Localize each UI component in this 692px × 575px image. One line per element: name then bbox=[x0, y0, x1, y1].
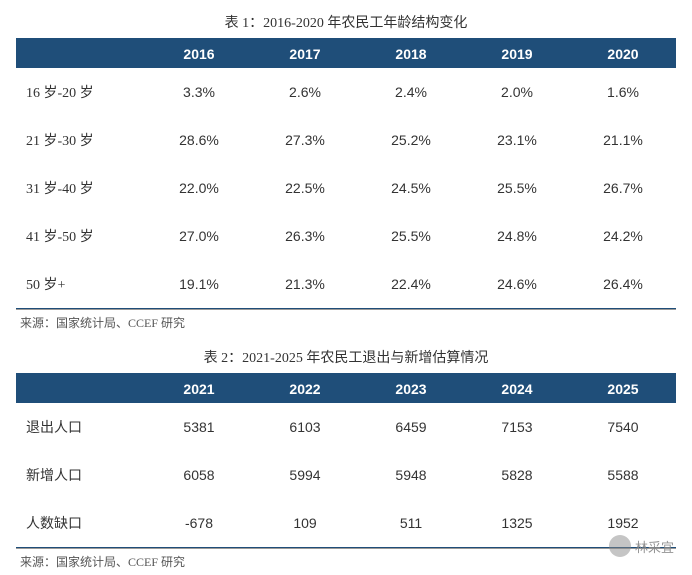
cell: 27.0% bbox=[146, 212, 252, 260]
watermark: 林采宜 bbox=[609, 535, 674, 557]
cell: 2.0% bbox=[464, 68, 570, 116]
watermark-text: 林采宜 bbox=[635, 537, 674, 556]
table-row: 新增人口 6058 5994 5948 5828 5588 bbox=[16, 451, 676, 499]
table-row: 人数缺口 -678 109 511 1325 1952 bbox=[16, 499, 676, 548]
table-1-caption: 表 1：2016-2020 年农民工年龄结构变化 bbox=[16, 8, 676, 38]
cell: 5588 bbox=[570, 451, 676, 499]
cell: -678 bbox=[146, 499, 252, 548]
table-row: 31 岁-40 岁 22.0% 22.5% 24.5% 25.5% 26.7% bbox=[16, 164, 676, 212]
table-2-col-1: 2021 bbox=[146, 374, 252, 403]
table-2-body: 退出人口 5381 6103 6459 7153 7540 新增人口 6058 … bbox=[16, 403, 676, 548]
table-1-col-3: 2018 bbox=[358, 39, 464, 68]
table-1-source: 来源：国家统计局、CCEF 研究 bbox=[16, 309, 676, 331]
cell: 6103 bbox=[252, 403, 358, 451]
table-1-head: 2016 2017 2018 2019 2020 bbox=[16, 39, 676, 68]
row-label: 人数缺口 bbox=[16, 499, 146, 548]
row-label: 21 岁-30 岁 bbox=[16, 116, 146, 164]
table-row: 21 岁-30 岁 28.6% 27.3% 25.2% 23.1% 21.1% bbox=[16, 116, 676, 164]
row-label: 16 岁-20 岁 bbox=[16, 68, 146, 116]
row-label: 41 岁-50 岁 bbox=[16, 212, 146, 260]
table-2: 2021 2022 2023 2024 2025 退出人口 5381 6103 … bbox=[16, 373, 676, 549]
cell: 5381 bbox=[146, 403, 252, 451]
cell: 22.5% bbox=[252, 164, 358, 212]
cell: 24.6% bbox=[464, 260, 570, 309]
cell: 26.4% bbox=[570, 260, 676, 309]
row-label: 新增人口 bbox=[16, 451, 146, 499]
cell: 511 bbox=[358, 499, 464, 548]
row-label: 退出人口 bbox=[16, 403, 146, 451]
cell: 6058 bbox=[146, 451, 252, 499]
cell: 2.6% bbox=[252, 68, 358, 116]
cell: 22.4% bbox=[358, 260, 464, 309]
cell: 23.1% bbox=[464, 116, 570, 164]
cell: 26.3% bbox=[252, 212, 358, 260]
cell: 27.3% bbox=[252, 116, 358, 164]
table-2-col-3: 2023 bbox=[358, 374, 464, 403]
table-2-source: 来源：国家统计局、CCEF 研究 bbox=[16, 548, 676, 570]
table-1-body: 16 岁-20 岁 3.3% 2.6% 2.4% 2.0% 1.6% 21 岁-… bbox=[16, 68, 676, 309]
table-1-col-5: 2020 bbox=[570, 39, 676, 68]
table-1-col-4: 2019 bbox=[464, 39, 570, 68]
cell: 25.5% bbox=[464, 164, 570, 212]
cell: 21.1% bbox=[570, 116, 676, 164]
table-2-caption: 表 2：2021-2025 年农民工退出与新增估算情况 bbox=[16, 343, 676, 373]
row-label: 31 岁-40 岁 bbox=[16, 164, 146, 212]
cell: 5948 bbox=[358, 451, 464, 499]
cell: 24.2% bbox=[570, 212, 676, 260]
table-2-col-5: 2025 bbox=[570, 374, 676, 403]
table-2-col-4: 2024 bbox=[464, 374, 570, 403]
cell: 24.8% bbox=[464, 212, 570, 260]
cell: 1325 bbox=[464, 499, 570, 548]
cell: 21.3% bbox=[252, 260, 358, 309]
table-row: 16 岁-20 岁 3.3% 2.6% 2.4% 2.0% 1.6% bbox=[16, 68, 676, 116]
table-row: 退出人口 5381 6103 6459 7153 7540 bbox=[16, 403, 676, 451]
cell: 3.3% bbox=[146, 68, 252, 116]
cell: 7540 bbox=[570, 403, 676, 451]
cell: 109 bbox=[252, 499, 358, 548]
table-2-col-2: 2022 bbox=[252, 374, 358, 403]
watermark-icon bbox=[609, 535, 631, 557]
cell: 2.4% bbox=[358, 68, 464, 116]
row-label: 50 岁+ bbox=[16, 260, 146, 309]
cell: 25.5% bbox=[358, 212, 464, 260]
table-1-col-1: 2016 bbox=[146, 39, 252, 68]
table-row: 50 岁+ 19.1% 21.3% 22.4% 24.6% 26.4% bbox=[16, 260, 676, 309]
cell: 5828 bbox=[464, 451, 570, 499]
table-2-head: 2021 2022 2023 2024 2025 bbox=[16, 374, 676, 403]
table-1: 2016 2017 2018 2019 2020 16 岁-20 岁 3.3% … bbox=[16, 38, 676, 310]
cell: 7153 bbox=[464, 403, 570, 451]
table-1-block: 表 1：2016-2020 年农民工年龄结构变化 2016 2017 2018 … bbox=[16, 8, 676, 331]
table-2-block: 表 2：2021-2025 年农民工退出与新增估算情况 2021 2022 20… bbox=[16, 343, 676, 570]
cell: 22.0% bbox=[146, 164, 252, 212]
cell: 26.7% bbox=[570, 164, 676, 212]
table-1-col-0 bbox=[16, 39, 146, 68]
cell: 25.2% bbox=[358, 116, 464, 164]
cell: 24.5% bbox=[358, 164, 464, 212]
cell: 28.6% bbox=[146, 116, 252, 164]
cell: 6459 bbox=[358, 403, 464, 451]
cell: 5994 bbox=[252, 451, 358, 499]
cell: 19.1% bbox=[146, 260, 252, 309]
table-row: 41 岁-50 岁 27.0% 26.3% 25.5% 24.8% 24.2% bbox=[16, 212, 676, 260]
cell: 1.6% bbox=[570, 68, 676, 116]
table-2-col-0 bbox=[16, 374, 146, 403]
table-1-col-2: 2017 bbox=[252, 39, 358, 68]
